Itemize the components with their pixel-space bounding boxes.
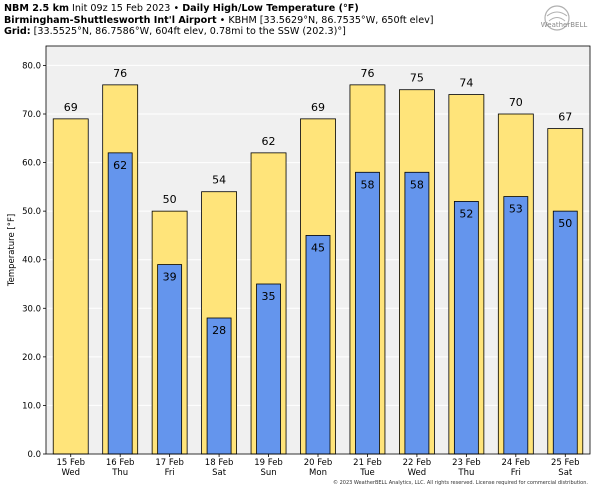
model-name: NBM 2.5 km (4, 3, 69, 14)
low-bar (305, 235, 331, 455)
weatherbell-logo: WeatherBELL (541, 5, 588, 31)
low-bar (206, 317, 232, 455)
low-bar (355, 171, 380, 455)
y-tick-label: 70.0 (22, 110, 41, 120)
high-value-label: 75 (410, 72, 424, 85)
x-tick-weekday: Fri (511, 468, 521, 478)
copyright-notice: © 2023 WeatherBELL Analytics, LLC. All r… (333, 480, 588, 486)
low-bar (552, 210, 578, 455)
high-value-label: 74 (459, 77, 473, 90)
x-tick-weekday: Mon (309, 468, 327, 478)
high-value-label: 50 (163, 193, 177, 206)
x-tick-date: 21 Feb (353, 458, 382, 468)
x-tick-date: 19 Feb (254, 458, 283, 468)
x-tick-date: 17 Feb (155, 458, 184, 468)
x-tick-date: 25 Feb (551, 458, 580, 468)
y-tick-label: 30.0 (22, 304, 41, 314)
low-bars (107, 152, 578, 455)
low-bar (157, 264, 183, 455)
x-tick-weekday: Fri (165, 468, 175, 478)
x-tick-date: 23 Feb (452, 458, 481, 468)
x-tick-date: 16 Feb (106, 458, 135, 468)
chart-header: NBM 2.5 km Init 09z 15 Feb 2023 • Daily … (4, 3, 434, 38)
x-tick-weekday: Thu (111, 468, 128, 478)
y-tick-label: 80.0 (22, 61, 41, 71)
high-value-label: 76 (360, 67, 374, 80)
header-line-3: Grid: [33.5525°N, 86.7586°W, 604ft elev,… (4, 26, 434, 38)
low-value-label: 50 (558, 217, 572, 230)
low-bar (453, 201, 479, 455)
y-tick-label: 0.0 (27, 450, 41, 460)
high-value-label: 69 (311, 101, 325, 114)
high-value-label: 69 (64, 101, 78, 114)
high-value-label: 76 (113, 67, 127, 80)
low-value-label: 45 (311, 241, 325, 254)
x-tick-date: 20 Feb (304, 458, 333, 468)
low-value-label: 53 (509, 203, 523, 216)
high-value-label: 62 (262, 135, 276, 148)
header-line-1: NBM 2.5 km Init 09z 15 Feb 2023 • Daily … (4, 3, 359, 14)
x-tick-date: 18 Feb (205, 458, 234, 468)
low-value-label: 28 (212, 324, 226, 337)
chart-title: Daily High/Low Temperature (°F) (182, 3, 359, 14)
grid-label: Grid: (4, 26, 31, 38)
header-line-2: Birmingham-Shuttlesworth Int'l Airport •… (4, 14, 434, 26)
low-value-label: 62 (113, 159, 127, 172)
low-value-label: 39 (163, 271, 177, 284)
x-tick-weekday: Sat (558, 468, 573, 478)
high-value-label: 54 (212, 174, 226, 187)
y-axis-label: Temperature [°F] (7, 214, 17, 287)
high-value-label: 70 (509, 96, 523, 109)
x-tick-weekday: Sun (260, 468, 276, 478)
high-value-label: 67 (558, 111, 572, 124)
y-tick-label: 40.0 (22, 256, 41, 266)
x-tick-weekday: Sat (212, 468, 227, 478)
x-tick-date: 24 Feb (502, 458, 531, 468)
low-value-label: 58 (360, 178, 374, 191)
x-tick-weekday: Wed (61, 468, 80, 478)
low-bar (107, 152, 133, 455)
x-tick-weekday: Wed (408, 468, 427, 478)
x-tick-date: 15 Feb (56, 458, 85, 468)
station-name: Birmingham-Shuttlesworth Int'l Airport (4, 14, 217, 26)
init-time: Init 09z 15 Feb 2023 (72, 3, 171, 14)
x-tick-date: 22 Feb (403, 458, 432, 468)
grid-detail: [33.5525°N, 86.7586°W, 604ft elev, 0.78m… (33, 26, 346, 38)
data-labels: 69 76 62 50 39 54 28 62 35 69 45 76 58 75 58 74 52 70 53 67… (64, 67, 573, 337)
y-axis: 0.0 10.0 20.0 30.0 40.0 50.0 60.0 70.0 80.0 (22, 61, 46, 460)
y-tick-label: 50.0 (22, 207, 41, 217)
low-value-label: 35 (262, 290, 276, 303)
station-detail: KBHM [33.5629°N, 86.7535°W, 650ft elev] (228, 14, 434, 26)
low-bar (256, 283, 281, 455)
x-tick-weekday: Thu (457, 468, 474, 478)
high-bar (52, 118, 89, 455)
low-value-label: 58 (410, 178, 424, 191)
y-tick-label: 60.0 (22, 159, 41, 169)
low-bar (503, 196, 529, 455)
logo-text: WeatherBELL (541, 21, 588, 29)
low-value-label: 52 (459, 207, 473, 220)
y-tick-label: 20.0 (22, 353, 41, 363)
y-tick-label: 10.0 (22, 401, 41, 411)
low-bar (404, 171, 430, 455)
x-tick-weekday: Tue (359, 468, 375, 478)
